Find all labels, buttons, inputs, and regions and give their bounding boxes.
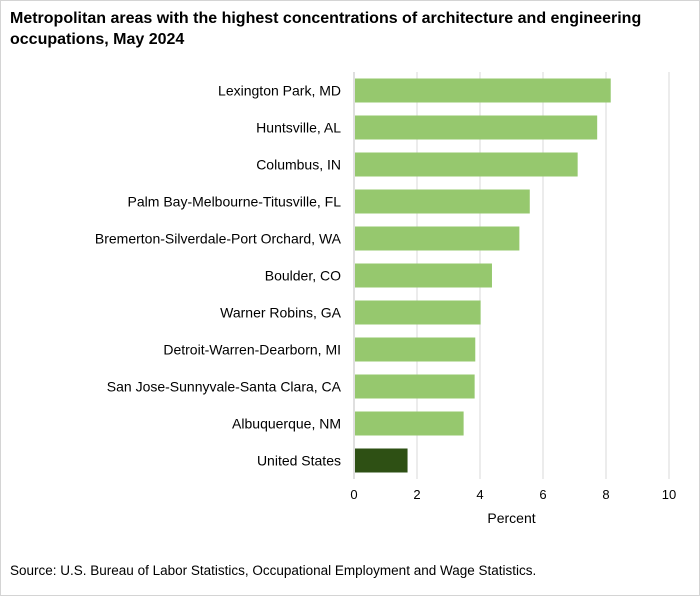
- source-note: Source: U.S. Bureau of Labor Statistics,…: [10, 563, 537, 578]
- x-tick-label: 2: [413, 487, 420, 502]
- category-label: Bremerton-Silverdale-Port Orchard, WA: [95, 231, 342, 247]
- bar: [355, 300, 481, 325]
- bar: [355, 189, 530, 214]
- x-tick-label: 10: [662, 487, 676, 502]
- x-axis-title: Percent: [487, 510, 535, 526]
- category-label: Albuquerque, NM: [232, 416, 341, 432]
- x-tick-label: 6: [539, 487, 546, 502]
- bar: [355, 411, 464, 436]
- category-label: United States: [257, 453, 341, 469]
- category-label: Boulder, CO: [265, 268, 341, 284]
- category-label: Lexington Park, MD: [218, 83, 341, 99]
- bar: [355, 337, 476, 362]
- bar: [355, 226, 520, 251]
- category-label: Detroit-Warren-Dearborn, MI: [163, 342, 341, 358]
- category-label: Huntsville, AL: [256, 120, 341, 136]
- bar: [355, 152, 578, 177]
- x-tick-label: 0: [350, 487, 357, 502]
- category-label: San Jose-Sunnyvale-Santa Clara, CA: [107, 379, 342, 395]
- bar: [355, 115, 598, 140]
- category-label: Columbus, IN: [256, 157, 341, 173]
- x-tick-label: 8: [602, 487, 609, 502]
- bar: [355, 263, 492, 288]
- x-tick-label: 4: [476, 487, 483, 502]
- chart-title: Metropolitan areas with the highest conc…: [10, 10, 642, 48]
- category-label: Palm Bay-Melbourne-Titusville, FL: [128, 194, 342, 210]
- bar: [355, 374, 475, 399]
- bar: [355, 448, 408, 473]
- category-label: Warner Robins, GA: [220, 305, 342, 321]
- bar: [355, 78, 611, 103]
